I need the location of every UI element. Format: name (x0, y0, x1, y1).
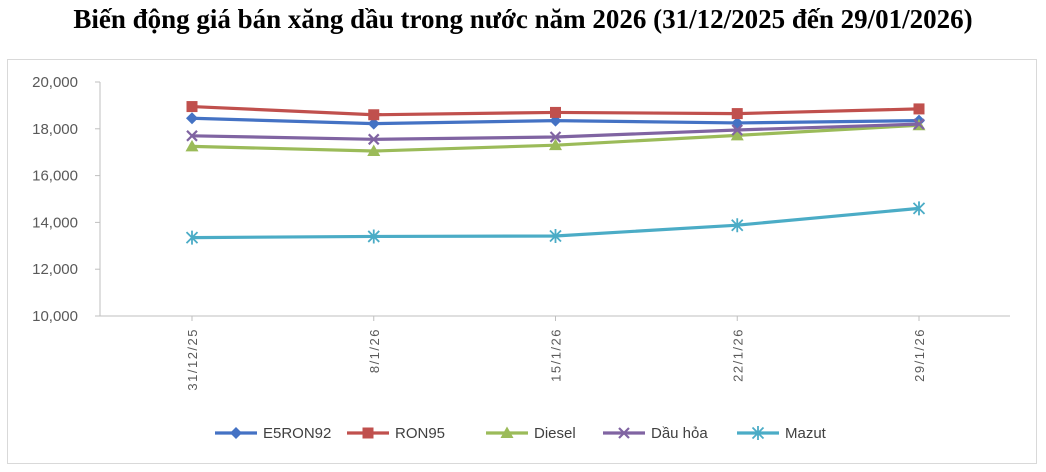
legend-label: Mazut (785, 425, 827, 442)
series-1 (186, 101, 925, 121)
legend-item: RON95 (347, 425, 445, 442)
data-point (731, 108, 743, 120)
data-point (367, 229, 380, 244)
data-point (731, 218, 744, 233)
legend-label: Diesel (534, 425, 576, 442)
series-lines (185, 101, 926, 245)
legend-marker (618, 427, 630, 439)
y-tick-label: 12,000 (32, 261, 78, 278)
chart-title: Biến động giá bán xăng dầu trong nước nă… (73, 4, 973, 34)
series-4 (185, 201, 926, 245)
data-point (912, 201, 926, 216)
legend-label: RON95 (395, 425, 445, 442)
data-point (730, 128, 744, 141)
y-tick-label: 14,000 (32, 214, 78, 231)
data-point (913, 118, 925, 130)
data-point (368, 109, 380, 121)
data-point (185, 230, 199, 245)
data-point (186, 101, 198, 113)
data-point (731, 124, 744, 136)
data-point (549, 131, 562, 143)
chart-frame (7, 59, 1037, 464)
legend-marker (500, 426, 514, 438)
x-tick-label: 29/1/26 (912, 328, 927, 382)
y-tick-label: 20,000 (32, 74, 78, 91)
data-point (549, 138, 562, 151)
x-tick-label: 8/1/26 (367, 328, 382, 373)
series-3 (186, 118, 925, 146)
legend-item: Diesel (486, 425, 576, 442)
legend-label: Dầu hỏa (651, 425, 708, 442)
x-tick-label: 31/12/25 (185, 328, 200, 391)
data-point (186, 130, 198, 142)
legend-marker (751, 426, 765, 440)
legend-item: Dầu hỏa (603, 425, 708, 442)
legend-item: E5RON92 (215, 425, 331, 442)
y-tick-label: 10,000 (32, 308, 78, 325)
data-point (367, 144, 381, 157)
y-tick-label: 16,000 (32, 168, 78, 185)
data-point (913, 103, 925, 115)
y-axis: 10,000 12,000 14,000 16,000 18,000 20,000 (32, 74, 101, 325)
legend-item: Mazut (737, 425, 827, 442)
legend-marker (230, 427, 242, 439)
x-axis: 31/12/25 8/1/26 15/1/26 22/1/26 29/1/26 (100, 315, 1010, 391)
data-point (550, 106, 561, 118)
x-tick-label: 15/1/26 (549, 328, 564, 382)
legend: E5RON92 RON95 Diesel Dầu hỏa Mazut (215, 425, 827, 442)
x-tick-label: 22/1/26 (730, 328, 745, 382)
y-tick-label: 18,000 (32, 121, 78, 138)
data-point (185, 139, 199, 152)
legend-marker (362, 427, 374, 439)
data-point (186, 112, 198, 125)
data-point (549, 228, 562, 243)
legend-label: E5RON92 (263, 425, 331, 442)
data-point (367, 133, 380, 146)
data-point (367, 117, 380, 130)
